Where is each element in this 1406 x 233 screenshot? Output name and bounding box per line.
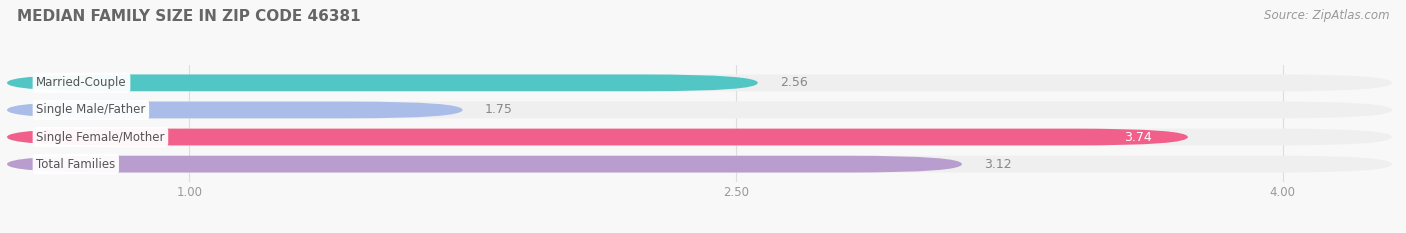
Text: Single Male/Father: Single Male/Father <box>37 103 146 116</box>
FancyBboxPatch shape <box>7 156 1392 172</box>
Text: 3.12: 3.12 <box>984 158 1011 171</box>
FancyBboxPatch shape <box>7 129 1188 145</box>
Text: 2.56: 2.56 <box>780 76 807 89</box>
FancyBboxPatch shape <box>7 102 463 118</box>
FancyBboxPatch shape <box>7 129 1392 145</box>
FancyBboxPatch shape <box>7 156 962 172</box>
FancyBboxPatch shape <box>7 102 1392 118</box>
FancyBboxPatch shape <box>7 75 758 91</box>
Text: Married-Couple: Married-Couple <box>37 76 127 89</box>
Text: 3.74: 3.74 <box>1123 130 1152 144</box>
Text: 1.75: 1.75 <box>485 103 512 116</box>
FancyBboxPatch shape <box>7 75 1392 91</box>
Text: Total Families: Total Families <box>37 158 115 171</box>
Text: Source: ZipAtlas.com: Source: ZipAtlas.com <box>1264 9 1389 22</box>
Text: Single Female/Mother: Single Female/Mother <box>37 130 165 144</box>
Text: MEDIAN FAMILY SIZE IN ZIP CODE 46381: MEDIAN FAMILY SIZE IN ZIP CODE 46381 <box>17 9 360 24</box>
